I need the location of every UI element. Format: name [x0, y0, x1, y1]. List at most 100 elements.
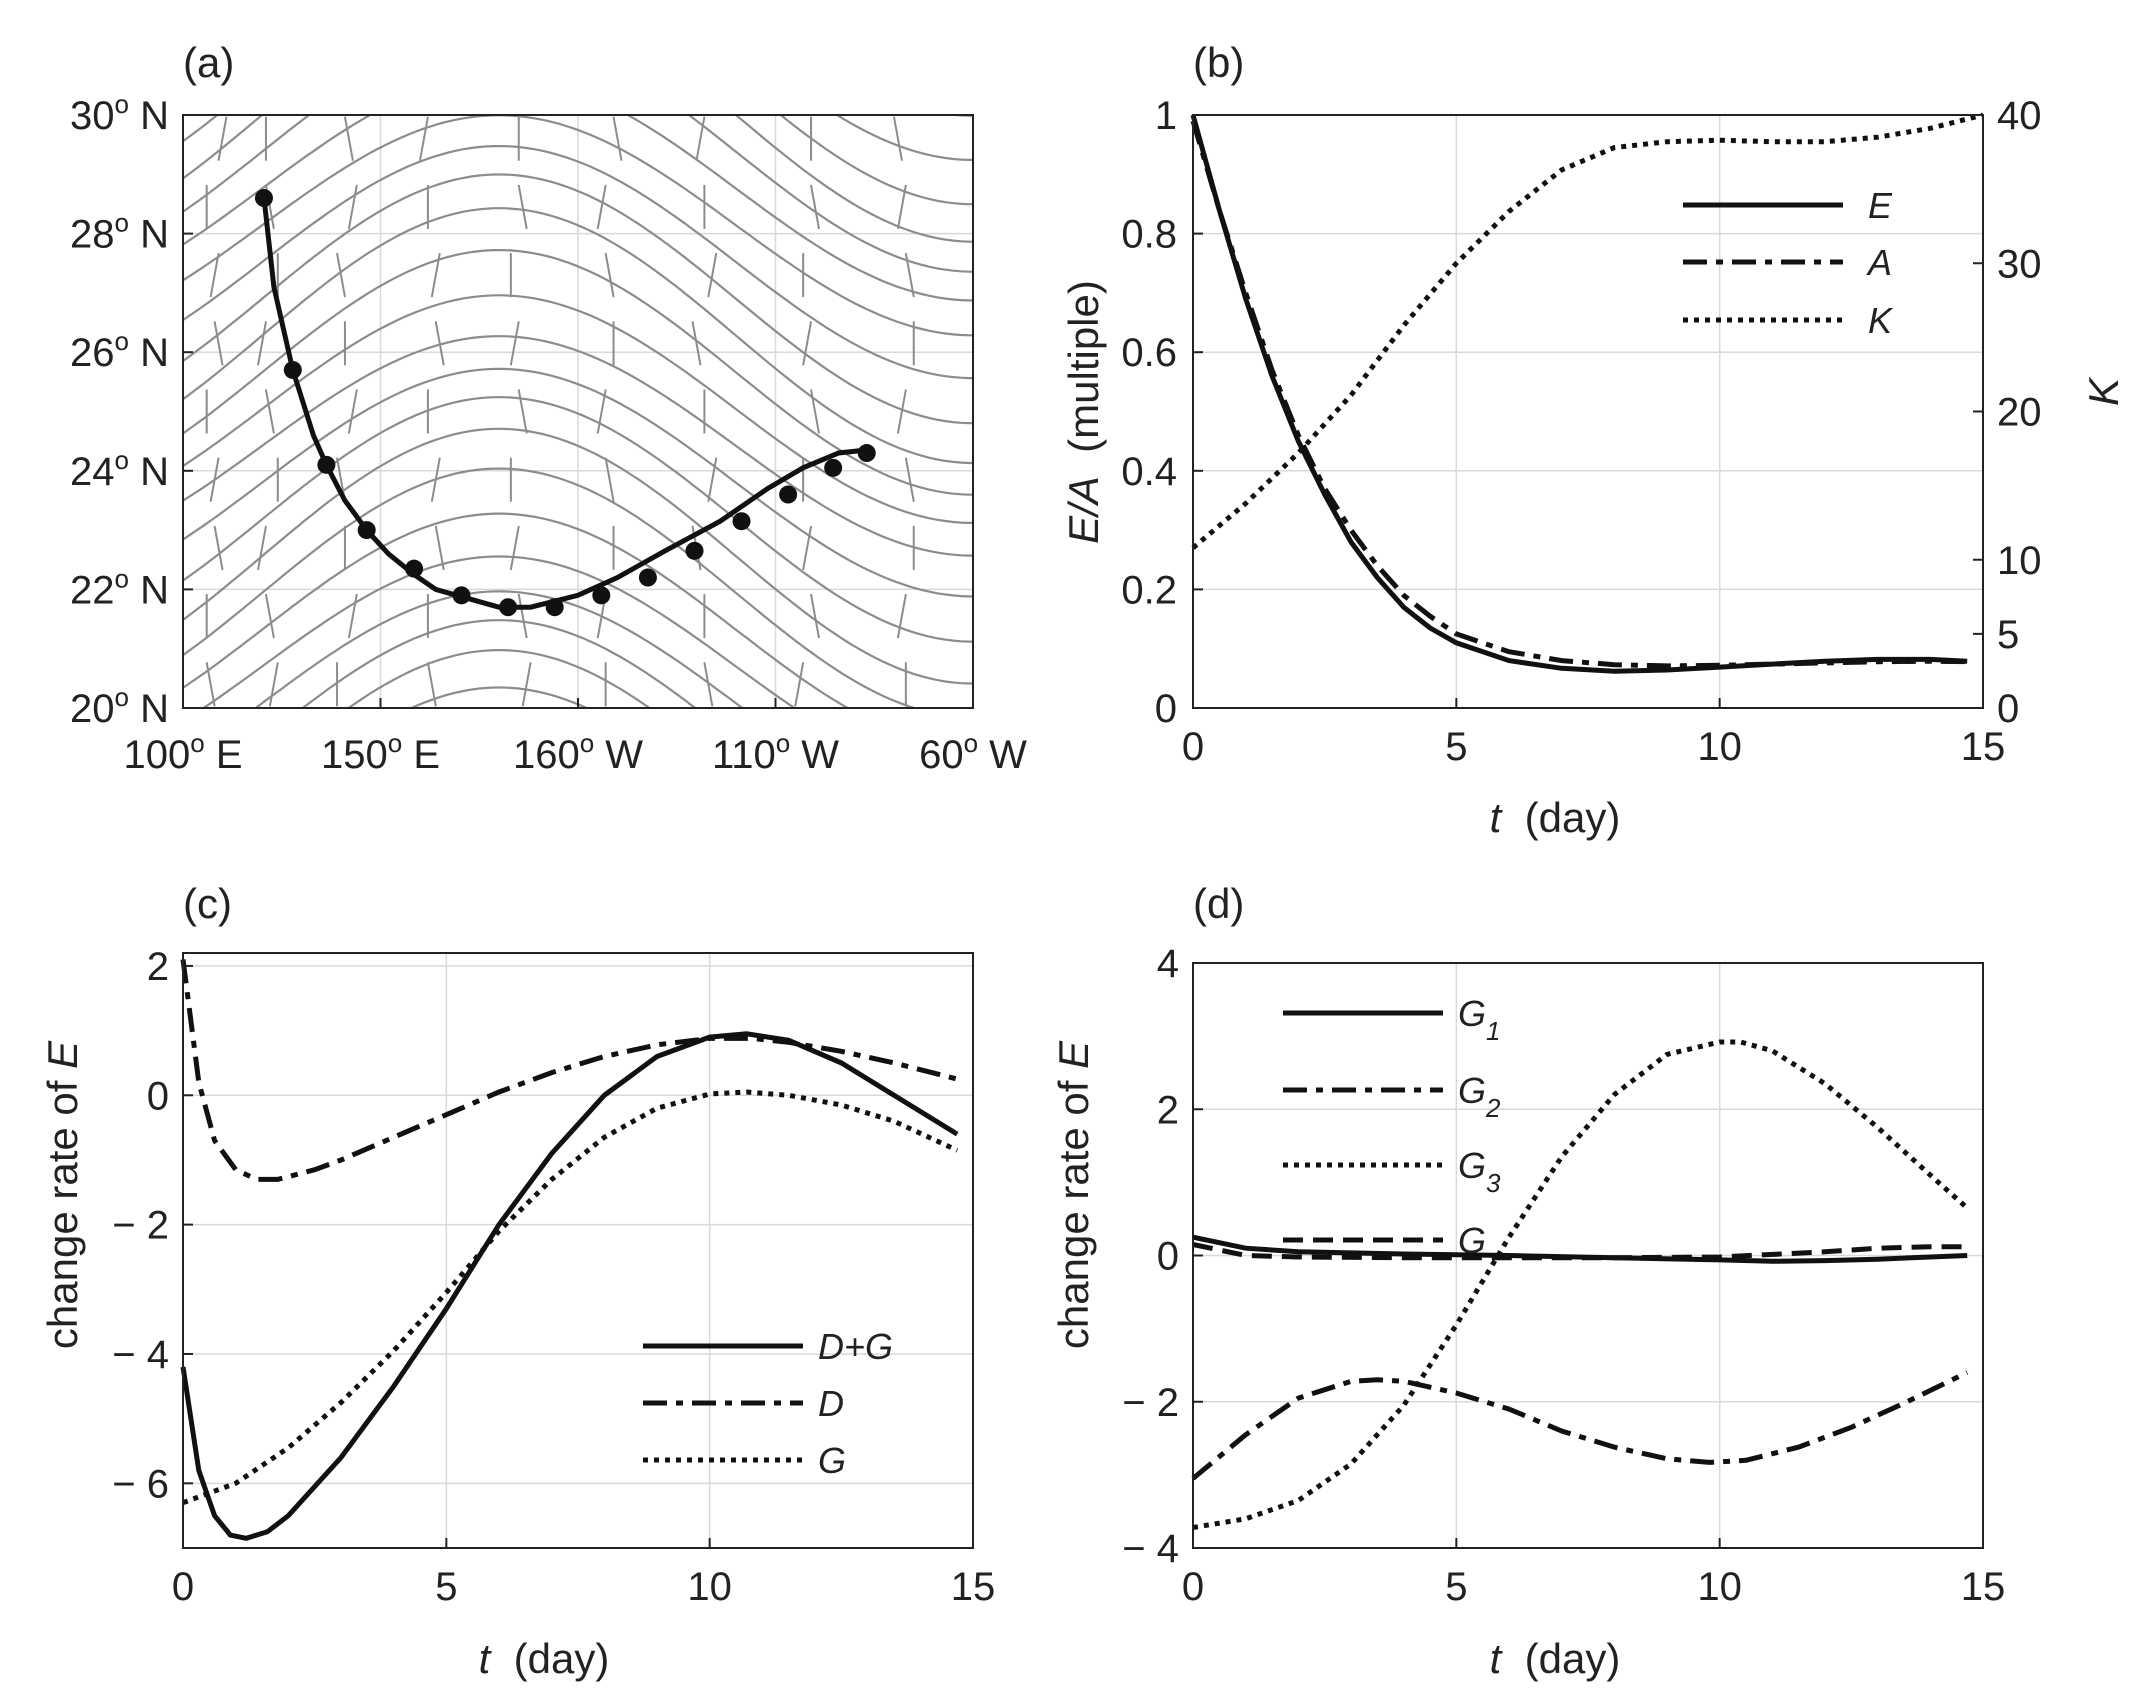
svg-text:t (day): t (day) — [479, 1635, 610, 1682]
panel-a-vector-segment — [434, 321, 445, 366]
panel-d-legend-label-base: G — [1458, 1145, 1486, 1186]
panel-a-vector-segment — [596, 184, 607, 230]
panel-a-contour-line — [183, 115, 973, 243]
panel-a-contour-line — [253, 590, 745, 708]
panel-a-vector-segment — [604, 457, 615, 502]
panel-a-vector-segment — [892, 116, 903, 161]
panel-a-vector-segment — [521, 662, 532, 707]
panel-b-ylabel-right: K — [2080, 376, 2127, 406]
panel-a-contour-line — [183, 145, 973, 380]
panel-b-series-K — [1191, 112, 1984, 550]
panel-a-y-tick-hemisphere: N — [129, 568, 169, 612]
panel-d-x-tick-label: 5 — [1445, 1565, 1467, 1609]
panel-d-legend-label-base: G — [1458, 1070, 1486, 1111]
panel-c-y-tick-label: − 4 — [112, 1333, 169, 1377]
panel-a-x-tick-degree: 160 — [513, 733, 580, 777]
panel-d-legend-label: G3 — [1458, 1145, 1501, 1198]
panel-c-series-D — [180, 959, 958, 1182]
panel-d-series-G — [1192, 1242, 1968, 1261]
panel-a-contour-line — [183, 115, 973, 273]
panel-a-x-tick-label: 100o E — [123, 728, 242, 777]
panel-a-vector-segment — [695, 116, 706, 161]
panel-a-vector-segment — [257, 525, 267, 571]
panel-a-contour-line — [183, 115, 973, 337]
panel-a-contour-line — [183, 335, 973, 557]
panel-b-y-tick-label: 0.6 — [1121, 331, 1177, 375]
panel-a-contour-line — [183, 173, 973, 425]
panel-b-right-tick-label: 0 — [1997, 687, 2019, 731]
panel-a-contour-line — [408, 686, 590, 708]
panel-a-x-tick-hemisphere: E — [205, 733, 243, 777]
panel-a-x-tick-hemisphere: W — [594, 733, 643, 777]
panel-a-x-tick-degree: 150 — [321, 733, 388, 777]
panel-label-d: (d) — [1193, 880, 1244, 927]
panel-d-legend-label: G1 — [1458, 993, 1500, 1046]
panel-b-x-tick-label: 10 — [1697, 725, 1742, 769]
panel-a-x-tick-degree-mark: o — [190, 728, 204, 758]
panel-a-vector-segment — [810, 389, 820, 434]
panel-a-vector-segment — [509, 321, 520, 366]
panel-a-y-tick-label: 26o N — [70, 326, 169, 375]
panel-a-vector-segment — [257, 321, 267, 366]
panel-a-vector-segment — [604, 252, 615, 298]
panel-a-contour-line — [183, 294, 973, 524]
panel-d-series-G2 — [1191, 1370, 1969, 1481]
panel-b-right-tick-label: 30 — [1997, 242, 2042, 286]
panel-a-trajectory-marker — [405, 559, 424, 578]
panel-a-x-tick-label: 150o E — [321, 728, 440, 777]
panel-b-y-tick-label: 1 — [1155, 94, 1177, 138]
panel-a-trajectory-marker — [685, 541, 704, 560]
panel-a-vector-segment — [209, 457, 220, 502]
panel-d-series-G3 — [1192, 1039, 1969, 1530]
panel-a-y-tick-degree: 22 — [70, 568, 115, 612]
panel-a-contour-line — [346, 649, 652, 708]
svg-text:t (day): t (day) — [1490, 794, 1621, 841]
panel-c-x-tick-label: 15 — [951, 1565, 996, 1609]
panel-b-series-E — [1190, 114, 1968, 674]
panel-a-contour-line — [183, 115, 973, 302]
panel-d-ylabel: change rate of E — [1050, 1040, 1097, 1349]
panel-a-vector-segment — [209, 252, 220, 298]
panel-a-y-tick-label: 20o N — [70, 682, 169, 731]
panel-b-legend-label: E — [1868, 185, 1893, 226]
panel-c-ylabel: change rate of E — [39, 1040, 86, 1349]
panel-a-x-tick-hemisphere: W — [978, 733, 1027, 777]
panel-a-y-tick-label: 22o N — [70, 563, 169, 612]
panel-d-y-tick-label: − 4 — [1122, 1527, 1179, 1571]
panel-a-vector-segment — [426, 662, 437, 707]
panel-c-x-tick-label: 0 — [172, 1565, 194, 1609]
panel-a-vector-segment — [517, 389, 528, 434]
panel-b-y-tick-label: 0.2 — [1121, 568, 1177, 612]
panel-a-trajectory-marker — [732, 512, 751, 531]
panel-a-contour-line — [834, 115, 973, 161]
panel-a-contour-line — [183, 427, 973, 685]
panel-a-vector-segment — [336, 252, 346, 298]
panel-a-y-tick-degree-mark: o — [115, 89, 129, 119]
panel-d-axes-frame — [1192, 962, 1984, 1549]
panel-a-vector-segment — [264, 389, 275, 434]
panel-a-y-tick-degree-mark: o — [115, 326, 129, 356]
svg-text:E/A (multiple): E/A (multiple) — [1060, 280, 1107, 544]
panel-a-y-tick-label: 30o N — [70, 89, 169, 138]
panel-a-trajectory-marker — [317, 455, 336, 474]
panel-d-y-tick-label: − 2 — [1122, 1381, 1179, 1425]
panel-b-x-tick-label: 0 — [1182, 725, 1204, 769]
svg-text:K: K — [2080, 376, 2127, 406]
panel-d-legend-label-subscript: 3 — [1486, 1168, 1501, 1198]
panel-c-change-rate: 2 0 − 2 − 4 − 6 0 5 10 15 D+G DG — [112, 945, 995, 1609]
panel-a-x-tick-hemisphere: W — [790, 733, 839, 777]
panel-d-legend-label-base: G — [1458, 1220, 1486, 1261]
panel-a-vector-segment — [347, 593, 358, 639]
panel-a-y-tick-degree: 20 — [70, 687, 115, 731]
panel-b-right-tick-label: 40 — [1997, 94, 2042, 138]
panel-d-y-tick-label: 4 — [1157, 942, 1179, 986]
panel-a-contour-line — [183, 249, 973, 496]
panel-a-vector-segment — [707, 252, 718, 298]
panel-c-y-tick-label: − 6 — [112, 1462, 169, 1506]
panel-a-x-tick-degree: 110 — [712, 733, 776, 777]
panel-a-background-field — [183, 115, 973, 708]
panel-a-vector-segment — [343, 116, 354, 161]
panel-a-trajectory-marker — [638, 568, 657, 587]
